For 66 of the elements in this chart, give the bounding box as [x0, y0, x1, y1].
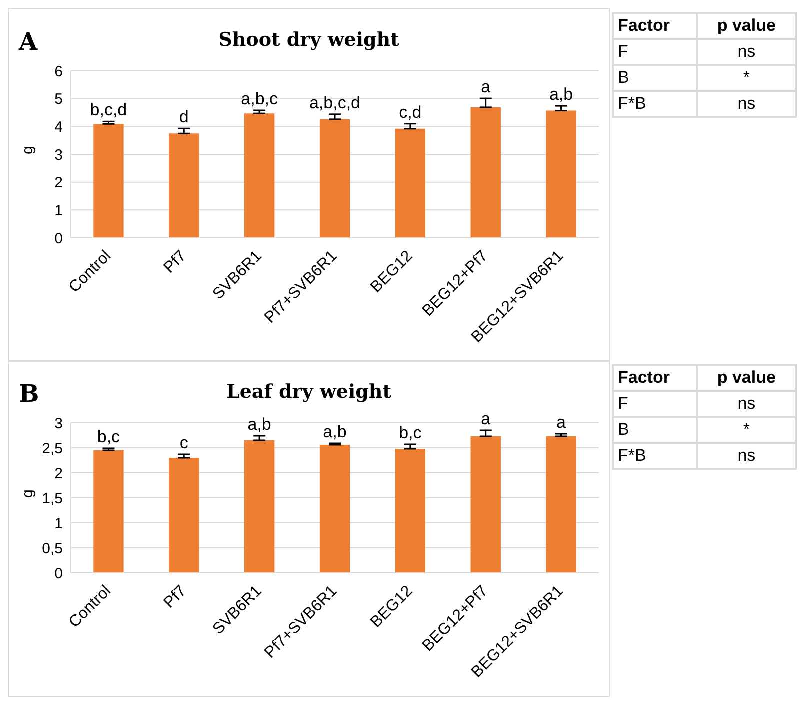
text: A [19, 27, 38, 56]
text: ns [697, 91, 796, 117]
y-tick-label: 2 [54, 174, 63, 192]
bar [470, 436, 501, 573]
data-label: b,c [97, 428, 121, 446]
y-tick-label: 0,5 [42, 540, 63, 558]
y-tick-label: 1 [54, 202, 63, 220]
data-label: a,b [248, 415, 272, 434]
y-tick-label: 5 [54, 91, 63, 108]
y-tick-label: 0 [54, 230, 63, 248]
data-label: a [481, 410, 492, 428]
text: ns [697, 39, 796, 65]
text: F*B [613, 443, 698, 469]
y-tick-label: 2,5 [42, 440, 63, 458]
bar [94, 124, 124, 238]
bar [94, 450, 124, 573]
text: F [613, 391, 698, 417]
bar [395, 128, 426, 238]
y-tick-label: 2 [54, 465, 63, 482]
y-tick-label: 3 [54, 146, 63, 164]
data-label: b,c,d [90, 100, 128, 120]
bar [546, 436, 576, 573]
text: Factor [613, 365, 698, 391]
bar [395, 449, 426, 573]
data-label: c,d [399, 102, 422, 122]
text: ns [697, 443, 796, 469]
text: B [19, 379, 40, 408]
bar [244, 114, 275, 238]
data-label: a [556, 413, 567, 432]
text: B [613, 417, 698, 443]
x-tick-label: Pf7 [160, 248, 190, 277]
y-tick-label: 1 [54, 515, 63, 532]
bar [470, 107, 501, 238]
bar [320, 119, 350, 238]
y-tick-label: 0 [54, 565, 63, 582]
data-label: c [180, 434, 189, 452]
y-axis-title: g [19, 146, 36, 154]
bar [169, 458, 200, 573]
bar [244, 440, 275, 573]
text: * [697, 65, 796, 91]
text: * [697, 417, 796, 443]
x-tick-label: Pf7 [160, 582, 190, 612]
text: p value [697, 365, 796, 391]
data-label: a,b [549, 85, 574, 104]
bar [320, 445, 350, 573]
data-label: a,b,c,d [309, 93, 361, 112]
bar [169, 134, 200, 238]
text: F*B [613, 91, 698, 117]
data-label: a,b,c [241, 90, 278, 109]
bar [546, 110, 576, 238]
text: Factor [613, 13, 698, 39]
data-label: d [179, 108, 189, 127]
chart-title: Shoot dry weight [218, 29, 400, 51]
data-label: b,c [399, 424, 422, 442]
text: F [613, 39, 698, 65]
y-tick-label: 1,5 [42, 490, 63, 508]
y-tick-label: 4 [54, 118, 63, 136]
data-label: a [481, 78, 492, 97]
data-label: a,b [323, 422, 347, 442]
chart-title: Leaf dry weight [226, 381, 392, 403]
y-tick-label: 6 [54, 63, 63, 80]
text: p value [697, 13, 796, 39]
y-tick-label: 3 [54, 415, 63, 432]
text: B [613, 65, 698, 91]
text: ns [697, 391, 796, 417]
y-axis-title: g [19, 490, 36, 498]
